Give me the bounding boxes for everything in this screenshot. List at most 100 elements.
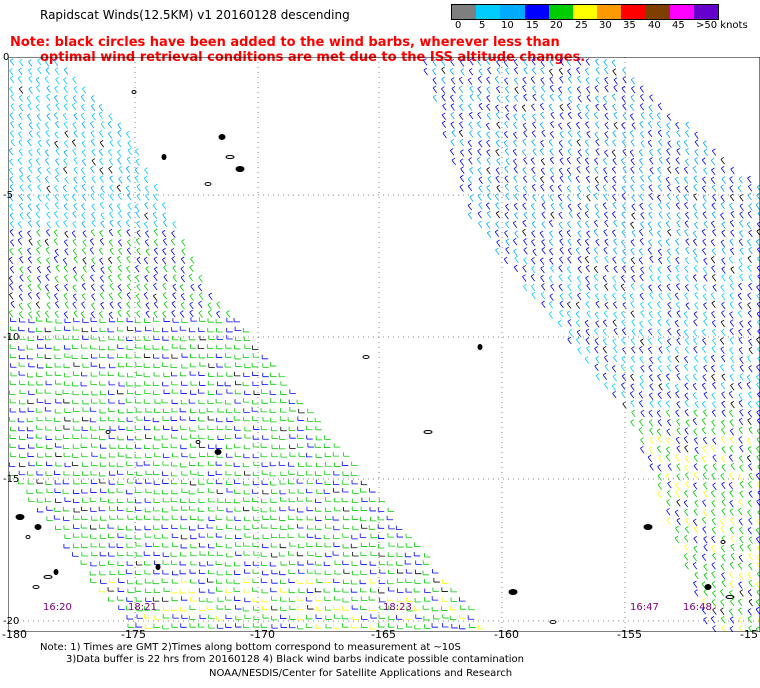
wind-barb [19,256,24,264]
wind-barb [216,327,223,333]
wind-barb [665,373,671,381]
wind-barb [549,130,555,139]
wind-barb [703,572,708,580]
wind-barb [262,605,269,611]
wind-barb [280,606,287,611]
wind-barb [64,239,69,247]
wind-barb [595,211,600,219]
wind-barb [666,122,671,130]
wind-barb [460,59,465,67]
wind-barb [666,345,671,354]
wind-barb [63,381,71,386]
wind-barb [99,230,104,238]
wind-barb [332,551,340,556]
wind-barb [10,317,17,322]
wind-barb [361,497,368,503]
wind-barb [612,275,617,283]
wind-barb [9,471,16,476]
wind-barb [666,212,671,220]
wind-barb [323,534,331,540]
wind-barb [244,597,251,603]
wind-barb [558,274,563,282]
wind-barb [586,283,591,291]
wind-barb [513,248,518,256]
wind-barb [566,194,572,202]
wind-barb [63,77,68,85]
wind-barb [8,309,14,318]
wind-barb [648,419,654,427]
wind-barb [181,452,188,458]
wind-barb [207,318,214,323]
island [25,535,31,539]
wind-barb [478,220,483,229]
wind-barb [325,524,332,529]
wind-barb [323,588,331,593]
wind-barb [45,426,52,431]
wind-barb [244,426,251,432]
wind-barb [406,597,413,602]
wind-barb [738,507,743,516]
wind-barb [126,543,133,548]
wind-barb [532,93,537,102]
wind-barb [468,67,474,76]
wind-barb [125,131,131,139]
wind-barb [710,616,716,624]
wind-barb [126,381,133,387]
wind-barb [82,230,87,238]
wind-barb [19,399,26,405]
wind-barb [532,85,537,94]
wind-barb [170,416,178,421]
wind-barb [495,221,500,229]
wind-barb [576,275,582,283]
wind-barb [63,203,68,211]
wind-barb [738,328,743,337]
wind-barb [477,93,482,102]
wind-barb [693,428,698,436]
wind-barb [46,103,51,112]
wind-barb [188,588,196,594]
wind-barb [190,283,195,292]
wind-barb [206,524,214,529]
wind-barb [665,238,670,247]
wind-barb [441,120,447,129]
wind-barb [297,561,305,566]
wind-barb [613,238,618,246]
wind-barb [226,327,233,333]
wind-barb [701,607,706,615]
wind-barb [55,335,62,340]
wind-barb [513,67,519,75]
wind-barb [18,362,26,367]
wind-barb [99,327,107,332]
wind-barb [630,166,635,174]
wind-barb [81,462,89,467]
wind-barb [269,507,277,512]
wind-barb [315,435,323,441]
wind-barb [117,140,122,148]
wind-barb [117,157,122,165]
wind-barb [746,455,752,463]
wind-barb [595,184,600,192]
wind-barb [90,274,95,282]
wind-barb [36,265,42,274]
wind-barb [622,301,627,310]
wind-barb [738,347,743,355]
wind-barb [135,390,142,396]
wind-barb [199,606,206,611]
wind-barb [694,571,699,580]
wind-barb [28,497,35,502]
wind-barb [639,356,644,364]
wind-barb [388,524,395,530]
wind-barb [640,338,645,346]
wind-barb [675,238,680,246]
wind-barb [450,77,456,85]
wind-barb [442,130,447,139]
wind-barb [244,516,251,522]
wind-barb [54,292,59,301]
wind-barb [98,425,106,431]
wind-barb [675,525,680,534]
wind-barb [442,103,447,111]
wind-barb [730,210,735,219]
wind-barb [37,275,42,283]
wind-barb [594,131,599,139]
wind-barb [630,310,635,318]
